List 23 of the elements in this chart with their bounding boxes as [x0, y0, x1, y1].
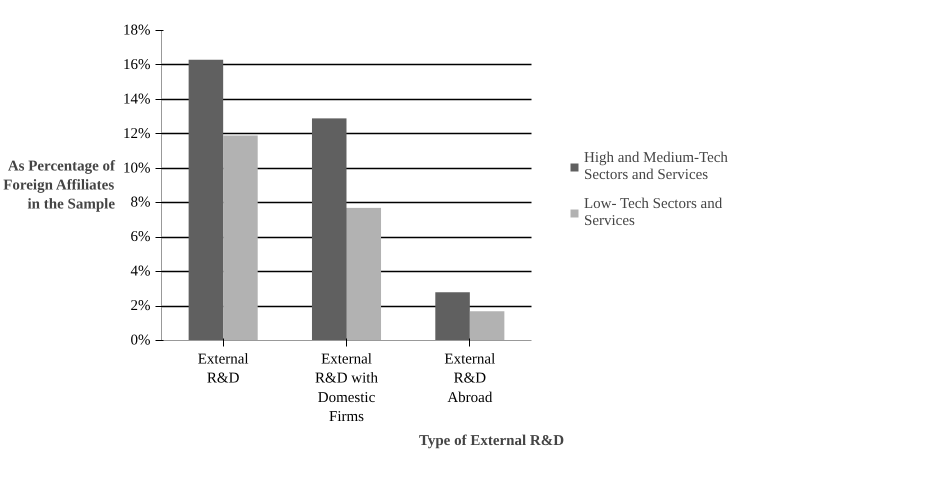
bar — [346, 208, 382, 340]
y-tick-label: 10% — [123, 160, 151, 176]
y-tick-label: 6% — [130, 229, 151, 246]
bar — [470, 311, 504, 340]
y-tick-label: 4% — [130, 264, 151, 280]
y-axis-title: As Percentage of Foreign Affiliates in the Sample — [3, 158, 116, 213]
y-tick-label: 2% — [130, 298, 151, 314]
x-tick-label: External R&D — [198, 352, 249, 387]
legend-label: High and Medium-Tech Sectors and Services — [584, 150, 728, 184]
y-tick-label: 12% — [123, 126, 151, 142]
y-tick-label: 14% — [123, 91, 151, 108]
y-tick-label: 0% — [130, 332, 151, 348]
y-tick-label: 8% — [130, 194, 151, 211]
x-axis-title: Type of External R&D — [418, 433, 564, 450]
bar — [223, 136, 258, 340]
y-tick-label: 16% — [123, 56, 151, 73]
legend-label: Low- Tech Sectors and Services — [584, 196, 722, 230]
bar — [435, 292, 470, 340]
x-tick-label: External R&D with Domestic Firms — [315, 352, 378, 426]
x-tick-label: External R&D Abroad — [444, 352, 496, 406]
bar — [312, 118, 346, 340]
y-tick-label: 18% — [123, 22, 151, 38]
bar — [188, 60, 224, 340]
